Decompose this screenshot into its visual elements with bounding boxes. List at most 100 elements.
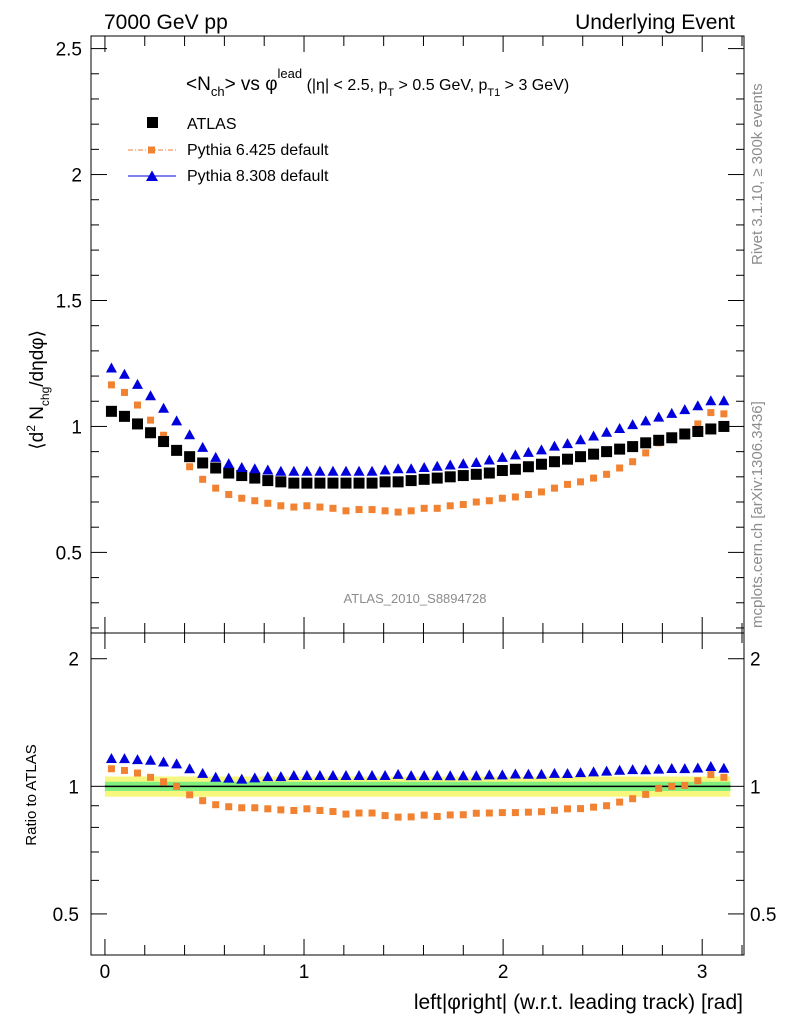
ratio-plot-frame: [90, 632, 745, 956]
pythia6-point: [590, 474, 598, 482]
pythia6-point: [264, 499, 272, 507]
pythia8-point: [353, 465, 365, 476]
atlas-point: [666, 432, 678, 444]
atlas-point: [314, 477, 326, 489]
pythia8-ratio-point: [236, 773, 248, 784]
legend-pythia8-marker: [146, 170, 158, 181]
pythia6-point: [550, 484, 558, 492]
pythia8-ratio-point: [431, 770, 443, 781]
main-y-tick-label: 2.5: [56, 40, 82, 61]
pythia8-ratio-point: [275, 771, 287, 782]
atlas-point: [184, 451, 196, 463]
main-x-ticks: [104, 36, 743, 633]
pythia8-ratio-point: [718, 762, 730, 773]
pythia6-point: [446, 502, 454, 510]
atlas-point: [627, 441, 639, 453]
pythia6-ratio-point: [160, 778, 168, 786]
pythia6-ratio-point: [550, 806, 558, 814]
pythia8-point: [262, 464, 274, 475]
title-part-a: <N: [186, 74, 211, 95]
pythia6-point: [368, 506, 376, 514]
pythia8-ratio-point: [366, 769, 378, 780]
pythia8-point: [314, 465, 326, 476]
ratio-y-ticks: 0.5 0.5 1 1 2 2: [53, 650, 777, 926]
atlas-point: [366, 477, 378, 489]
pythia6-ratio-point: [681, 781, 689, 789]
pythia8-ratio-point: [262, 771, 274, 782]
pythia8-ratio-point: [496, 769, 508, 780]
atlas-point: [640, 437, 652, 449]
pythia8-ratio-point: [457, 770, 469, 781]
pythia6-ratio-point: [459, 811, 467, 819]
title-sub-d: T1: [487, 87, 500, 99]
pythia8-ratio-point: [470, 770, 482, 781]
title-sub-a: ch: [211, 84, 225, 99]
pythia8-ratio-point: [418, 770, 430, 781]
pythia6-point: [577, 478, 585, 486]
atlas-point: [353, 477, 365, 489]
pythia8-point: [236, 462, 248, 473]
pythia8-point: [210, 451, 222, 462]
pythia8-point: [653, 411, 665, 422]
pythia6-point: [160, 431, 168, 439]
ratio-y-tick-label-right: 2: [750, 650, 761, 671]
pythia6-point: [420, 504, 428, 512]
pythia6-ratio-point: [629, 795, 637, 803]
pythia6-ratio-point: [134, 769, 142, 777]
pythia6-point: [134, 401, 142, 409]
pythia6-ratio-point: [642, 790, 650, 798]
pythia6-ratio-point: [303, 805, 311, 813]
ratio-y-tick-label-left: 0.5: [53, 905, 79, 926]
pythia8-point: [158, 402, 170, 413]
pythia6-ratio-point: [173, 782, 181, 790]
pythia8-point: [627, 419, 639, 430]
pythia6-ratio-point: [616, 798, 624, 806]
pythia8-ratio-point: [588, 766, 600, 777]
pythia8-point: [379, 464, 391, 475]
pythia6-ratio-point: [238, 804, 246, 812]
legend-atlas-label: ATLAS: [187, 116, 237, 133]
xlabel-part-b: φ: [447, 991, 461, 1014]
pythia6-point: [277, 502, 285, 510]
pythia8-ratio-point: [171, 758, 183, 769]
pythia8-point: [327, 465, 339, 476]
atlas-point: [653, 434, 665, 446]
pythia6-point: [433, 504, 441, 512]
pythia6-ratio-point: [342, 810, 350, 818]
pythia8-ratio-point: [679, 763, 691, 774]
pythia6-ratio-point: [577, 805, 585, 813]
main-data-marks: [105, 362, 730, 516]
atlas-point: [444, 471, 456, 483]
pythia6-point: [212, 484, 220, 492]
pythia6-ratio-point: [316, 806, 324, 814]
pythia8-point: [184, 429, 196, 440]
pythia8-point: [588, 430, 600, 441]
atlas-point: [522, 461, 534, 473]
pythia8-ratio-point: [223, 772, 235, 783]
pythia6-ratio-point: [420, 811, 428, 819]
main-y-axis-label: ⟨d2 Nchg/dηdφ⟩: [24, 330, 52, 450]
pythia6-point: [342, 507, 350, 515]
pythia8-ratio-point: [118, 753, 130, 764]
pythia8-point: [132, 378, 144, 389]
atlas-point: [548, 456, 560, 468]
pythia6-ratio-point: [446, 811, 454, 819]
atlas-point: [405, 475, 417, 487]
pythia8-point: [340, 465, 352, 476]
pythia8-point: [470, 456, 482, 467]
atlas-point: [262, 475, 274, 487]
atlas-point: [705, 423, 717, 435]
pythia6-ratio-point: [407, 813, 415, 821]
ylabel-sub-b: chg: [38, 387, 52, 406]
pythia8-point: [366, 465, 378, 476]
title-sub-c: T: [387, 87, 394, 99]
main-y-tick-label: 2: [71, 166, 82, 187]
ylabel-part-b: N: [27, 406, 48, 425]
pythia6-ratio-point: [720, 773, 728, 781]
pythia6-point: [459, 501, 467, 509]
pythia8-point: [288, 465, 300, 476]
chart-title: <Nch> vs φlead (|η| < 2.5, pT > 0.5 GeV,…: [186, 66, 569, 99]
pythia8-point: [483, 454, 495, 465]
pythia6-point: [199, 475, 207, 483]
main-y-ticks: 0.5 1 1.5 2 2.5: [56, 40, 744, 629]
